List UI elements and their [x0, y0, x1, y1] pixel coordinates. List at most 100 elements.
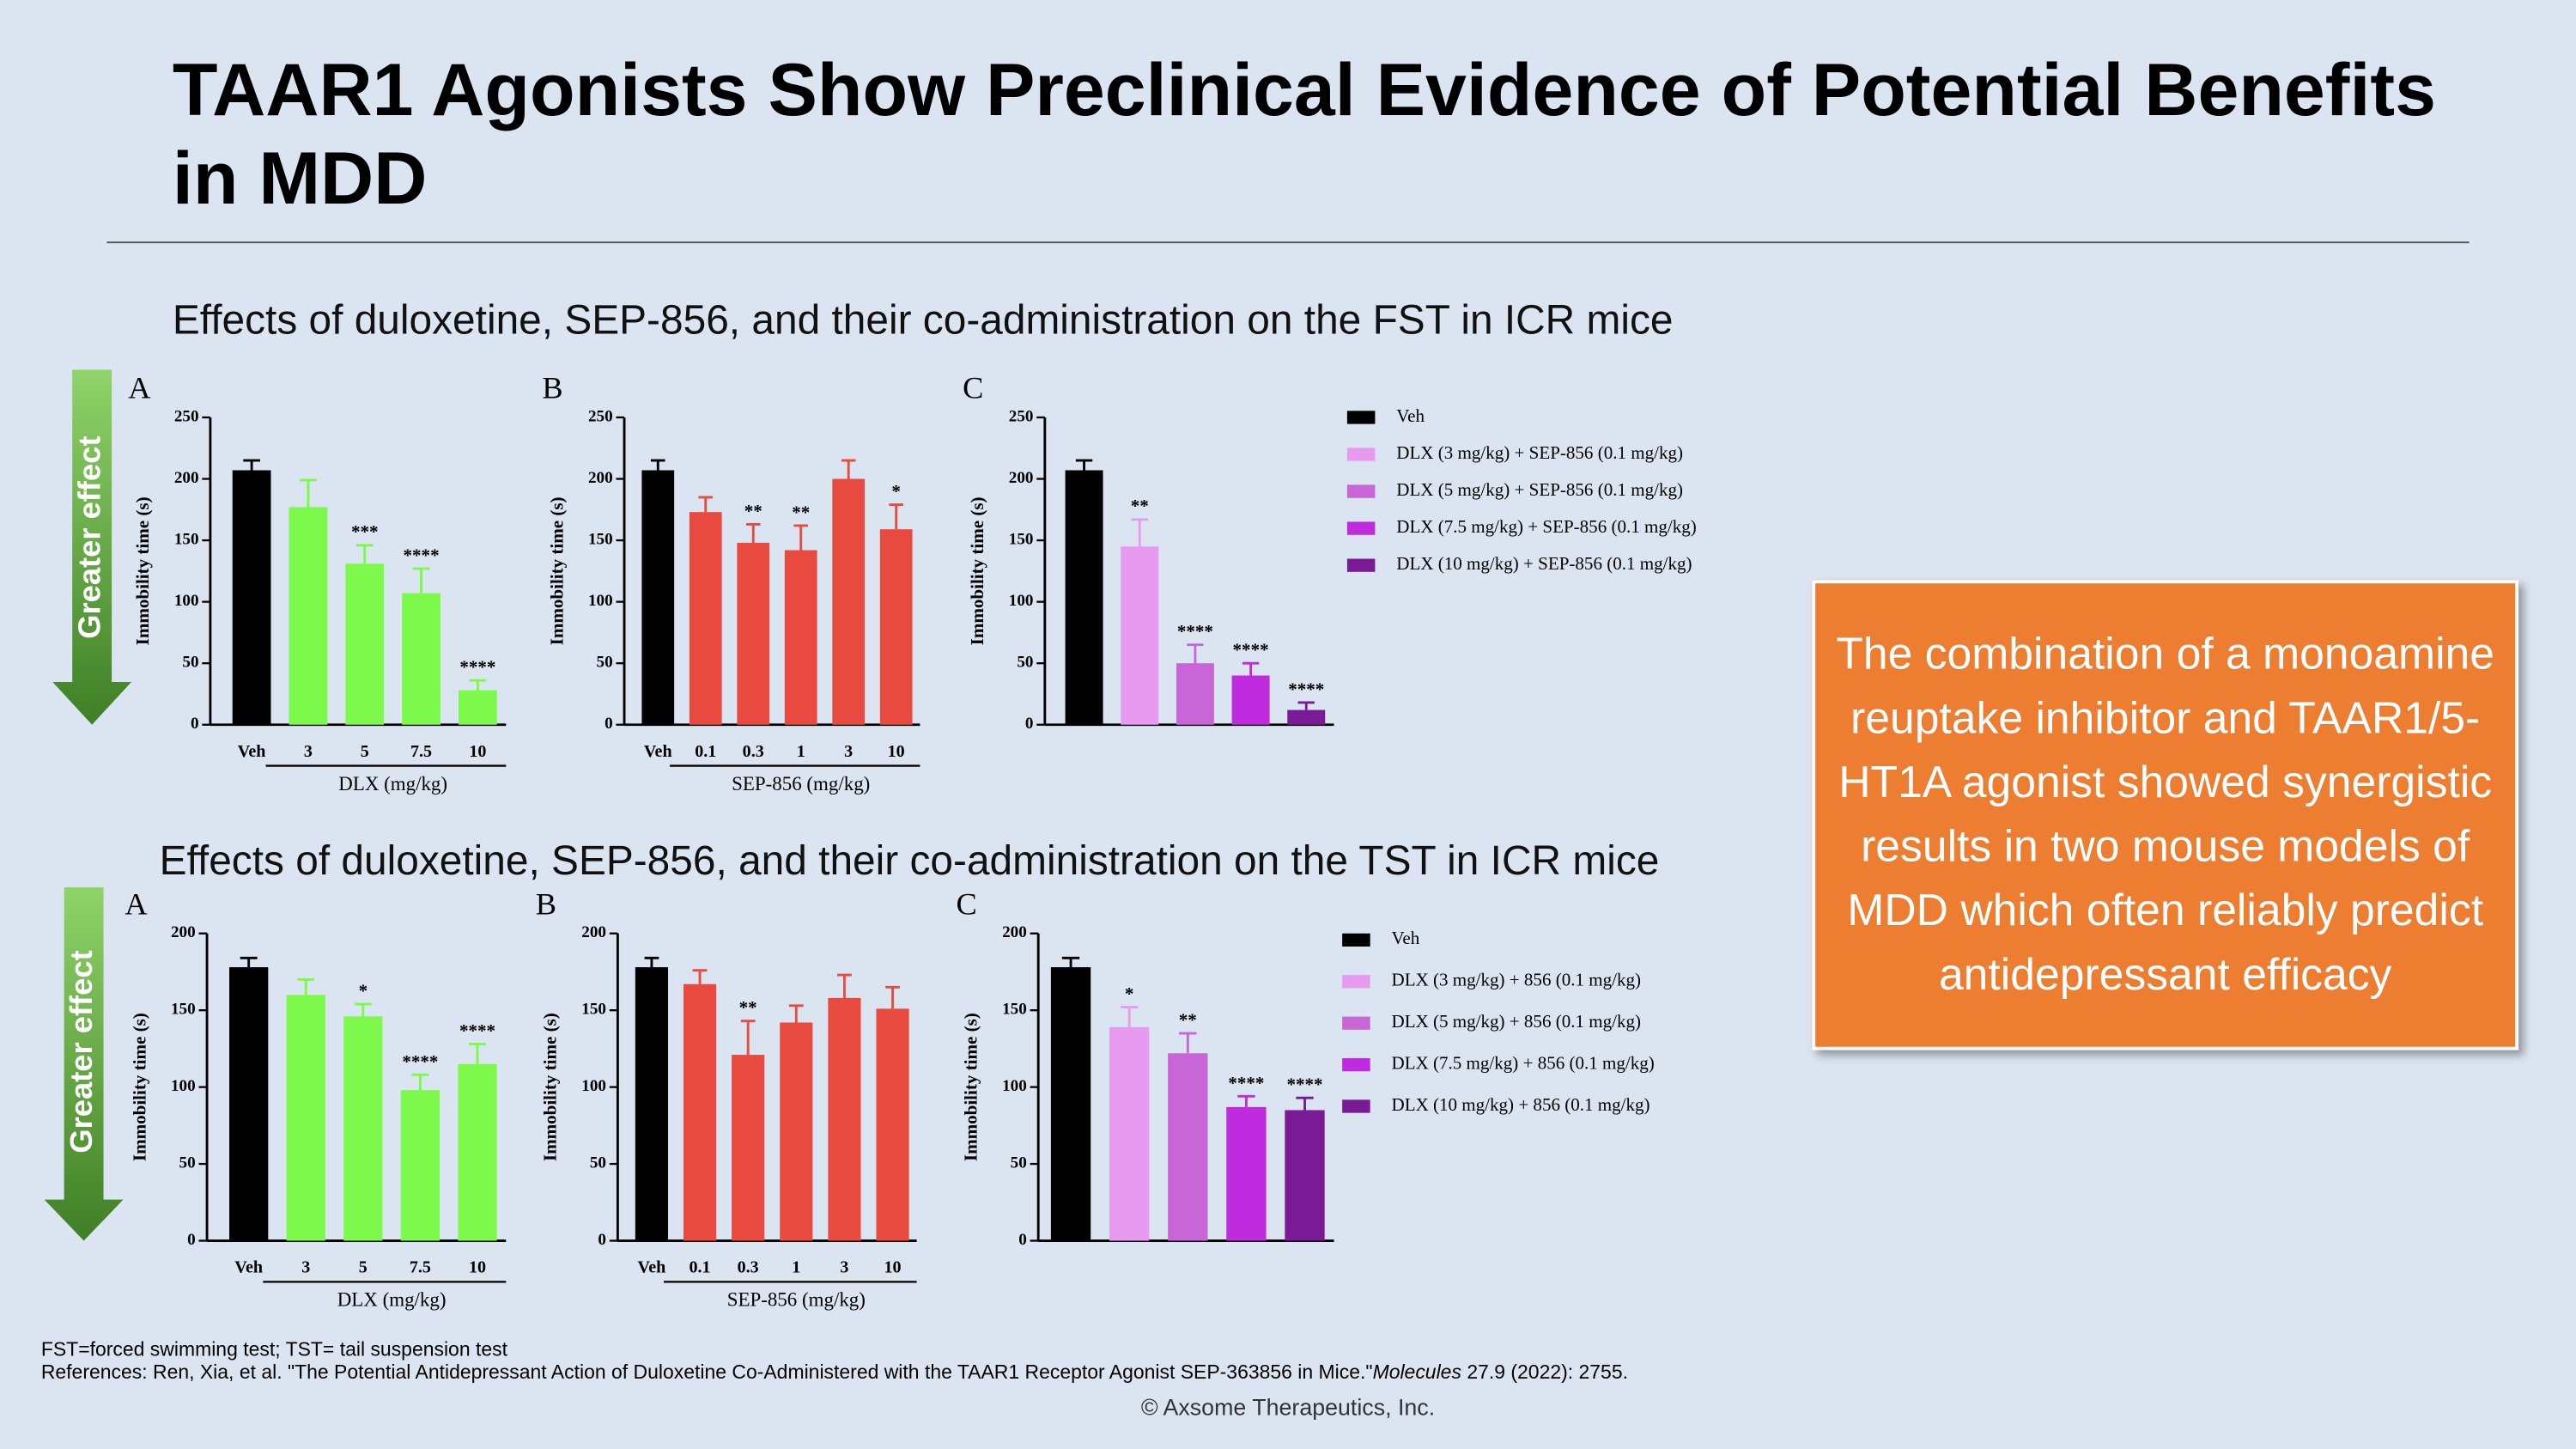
- bar: [402, 593, 440, 725]
- legend-label: DLX (3 mg/kg) + 856 (0.1 mg/kg): [1392, 970, 1642, 990]
- legend-swatch: [1342, 975, 1370, 989]
- y-tick-label: 100: [588, 592, 613, 610]
- reference-journal: Molecules: [1372, 1361, 1461, 1384]
- significance-label: **: [744, 501, 762, 521]
- bar: [683, 983, 717, 1241]
- y-tick-label: 100: [1009, 592, 1034, 610]
- x-tick-label: 0.3: [738, 1258, 759, 1277]
- y-tick-label: 0: [1018, 1231, 1027, 1249]
- y-tick-label: 100: [1002, 1077, 1027, 1095]
- y-tick-label: 50: [590, 1154, 606, 1172]
- y-tick-label: 200: [171, 923, 196, 941]
- y-tick-label: 100: [581, 1077, 606, 1095]
- x-tick-label: 10: [884, 1258, 902, 1277]
- bar: [828, 997, 861, 1241]
- bar: [1285, 1110, 1325, 1241]
- bar: [876, 1008, 909, 1241]
- bar: [345, 563, 385, 725]
- x-tick-label: 3: [840, 1258, 848, 1277]
- legend-label: DLX (10 mg/kg) + 856 (0.1 mg/kg): [1392, 1094, 1650, 1115]
- y-tick-label: 150: [174, 530, 199, 548]
- bar: [1109, 1026, 1150, 1241]
- panel-letter: A: [125, 886, 147, 921]
- x-tick-label: 10: [888, 742, 905, 761]
- y-tick-label: 150: [588, 530, 613, 548]
- x-tick-label: 7.5: [410, 1258, 431, 1277]
- y-tick-label: 100: [171, 1077, 196, 1095]
- significance-label: ****: [1177, 621, 1213, 642]
- y-axis-label: Immobility time (s): [960, 1013, 981, 1161]
- bar: [1050, 967, 1091, 1241]
- copyright: © Axsome Therapeutics, Inc.: [1140, 1393, 1436, 1421]
- bar: [780, 1022, 813, 1241]
- x-tick-label: Veh: [644, 742, 672, 761]
- panel-letter: B: [542, 371, 562, 405]
- reference: References: Ren, Xia, et al. "The Potent…: [41, 1361, 1628, 1384]
- reference-text: References: Ren, Xia, et al. "The Potent…: [40, 1361, 1373, 1384]
- bar: [832, 478, 866, 725]
- legend-label: Veh: [1396, 405, 1425, 426]
- x-tick-label: Veh: [234, 1258, 263, 1277]
- legend-label: DLX (5 mg/kg) + SEP-856 (0.1 mg/kg): [1396, 479, 1683, 500]
- section-subtitle: Effects of duloxetine, SEP-856, and thei…: [172, 297, 1674, 344]
- bar: [400, 1090, 440, 1241]
- y-axis-label: Immobility time (s): [129, 1013, 149, 1161]
- bar: [1287, 709, 1326, 725]
- bar: [1065, 470, 1103, 725]
- y-tick-label: 50: [1017, 654, 1033, 672]
- significance-label: ***: [351, 521, 379, 542]
- bar: [1176, 663, 1214, 725]
- legend-swatch: [1346, 447, 1376, 461]
- arrow-label: Greater effect: [64, 950, 99, 1153]
- x-axis-label: DLX (mg/kg): [337, 1289, 447, 1311]
- arrow-label: Greater effect: [72, 435, 107, 638]
- panel-letter: C: [957, 886, 977, 921]
- significance-label: **: [1131, 496, 1149, 516]
- bar: [289, 507, 328, 725]
- legend-label: DLX (10 mg/kg) + SEP-856 (0.1 mg/kg): [1396, 553, 1692, 574]
- slide-title: TAAR1 Agonists Show Preclinical Evidence…: [172, 47, 2436, 221]
- significance-label: ****: [1288, 679, 1324, 699]
- y-tick-label: 50: [597, 654, 613, 672]
- legend-swatch: [1346, 558, 1376, 572]
- x-tick-label: Veh: [638, 1258, 666, 1277]
- y-tick-label: 200: [588, 469, 613, 487]
- x-axis-label: SEP-856 (mg/kg): [727, 1289, 866, 1311]
- x-tick-label: 10: [469, 1258, 486, 1277]
- y-tick-label: 0: [187, 1231, 196, 1249]
- significance-label: ****: [402, 1051, 438, 1072]
- x-tick-label: 0.3: [743, 742, 764, 761]
- bar: [879, 529, 913, 725]
- significance-label: *: [1125, 983, 1134, 1004]
- y-tick-label: 100: [174, 592, 199, 610]
- y-tick-label: 150: [1009, 530, 1034, 548]
- legend-swatch: [1342, 1057, 1370, 1072]
- bar: [1231, 675, 1270, 725]
- bar: [343, 1016, 383, 1241]
- significance-label: **: [739, 997, 757, 1018]
- bar: [459, 690, 497, 725]
- y-tick-label: 0: [191, 715, 199, 733]
- y-tick-label: 0: [598, 1231, 606, 1249]
- bar: [286, 995, 325, 1241]
- significance-label: ****: [459, 1020, 495, 1041]
- panel-letter: B: [536, 886, 556, 921]
- y-tick-label: 150: [581, 1001, 606, 1019]
- x-tick-label: 10: [469, 742, 486, 761]
- y-tick-label: 50: [179, 1154, 196, 1172]
- bar: [689, 512, 722, 725]
- legend-swatch: [1342, 933, 1370, 947]
- legend-swatch: [1342, 1016, 1370, 1030]
- footnote: FST=forced swimming test; TST= tail susp…: [40, 1337, 507, 1361]
- reference-text: 27.9 (2022): 2755.: [1461, 1361, 1628, 1384]
- panel-letter: C: [963, 371, 983, 405]
- legend-label: DLX (7.5 mg/kg) + 856 (0.1 mg/kg): [1392, 1052, 1655, 1073]
- bar: [458, 1063, 497, 1241]
- x-tick-label: Veh: [238, 742, 266, 761]
- callout-text: The combination of a monoamine reuptake …: [1836, 629, 2495, 1000]
- y-tick-label: 250: [174, 407, 199, 425]
- y-tick-label: 150: [171, 1001, 196, 1019]
- legend-label: DLX (7.5 mg/kg) + SEP-856 (0.1 mg/kg): [1396, 516, 1697, 537]
- legend-label: DLX (3 mg/kg) + SEP-856 (0.1 mg/kg): [1396, 442, 1683, 463]
